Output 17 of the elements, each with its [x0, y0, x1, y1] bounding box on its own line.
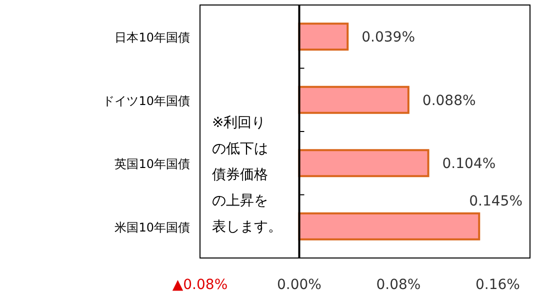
x-tick-label: ▲0.08%: [172, 277, 228, 293]
bar: [298, 86, 410, 114]
bar: [298, 212, 480, 240]
y-tick-label: 米国10年国債: [114, 220, 190, 234]
data-label: 0.088%: [422, 92, 476, 109]
x-tick-label: 0.08%: [376, 277, 421, 293]
annotation: ※利回りの低下は債券価格の上昇を表します。: [212, 115, 282, 235]
bar: [298, 149, 430, 178]
x-tick-label: 0.00%: [277, 277, 322, 293]
data-label: 0.145%: [469, 193, 523, 210]
y-tick-label: 英国10年国債: [114, 157, 190, 172]
x-tick-label: 0.16%: [476, 277, 520, 293]
data-label: 0.104%: [442, 156, 496, 172]
bar: [298, 22, 349, 51]
data-label: 0.039%: [362, 30, 416, 46]
y-tick-label: ドイツ10年国債: [102, 94, 190, 108]
y-tick-label: 日本10年国債: [114, 30, 190, 45]
